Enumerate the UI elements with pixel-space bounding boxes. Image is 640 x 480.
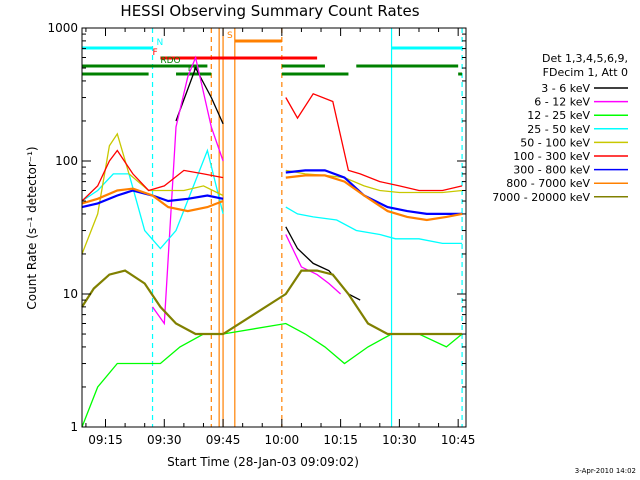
legend-header-line-2: FDecim 1, Att 0: [543, 66, 628, 79]
series-line-3: [285, 206, 463, 245]
flag-label-n: N: [156, 38, 163, 48]
legend-label: 300 - 800 keV: [513, 164, 590, 177]
chart-title: HESSI Observing Summary Count Rates: [120, 2, 419, 20]
legend-label: 100 - 300 keV: [513, 150, 590, 163]
series-line-5: [81, 149, 224, 202]
series-line-0: [175, 66, 224, 125]
series-line-7: [285, 174, 463, 222]
legend-label: 800 - 7000 keV: [506, 177, 590, 190]
legend-label: 3 - 6 keV: [541, 82, 590, 95]
x-tick-label: 10:30: [382, 433, 417, 447]
flag-label-fr: FR: [188, 64, 199, 74]
flag-label-f: F: [153, 48, 158, 58]
footer-date: 3-Apr-2010 14:02: [575, 467, 636, 475]
series-line-4: [81, 132, 224, 255]
series-line-6: [285, 169, 463, 215]
flag-label-rdo: RDO: [160, 56, 180, 66]
legend-header-line-1: Det 1,3,4,5,6,9,: [542, 52, 628, 65]
legend-label: 50 - 100 keV: [520, 136, 590, 149]
legend-label: 25 - 50 keV: [527, 123, 590, 136]
series-line-5: [285, 93, 463, 192]
series-line-3: [81, 148, 224, 250]
flag-label-s: S: [227, 31, 233, 41]
legend-label: 12 - 25 keV: [527, 109, 590, 122]
legend-label: 7000 - 20000 keV: [492, 191, 590, 204]
series-line-1: [285, 234, 342, 295]
x-tick-label: 09:15: [88, 433, 123, 447]
x-tick-label: 09:45: [206, 433, 241, 447]
x-tick-label: 10:00: [265, 433, 300, 447]
x-axis-label: Start Time (28-Jan-03 09:09:02): [167, 455, 359, 469]
legend: Det 1,3,4,5,6,9, FDecim 1, Att 0 3 - 6 k…: [492, 52, 628, 204]
plot-frame: [81, 27, 467, 428]
y-tick-label: 100: [55, 154, 78, 168]
series-line-7: [81, 187, 224, 213]
y-axis-label: Count Rate (s⁻¹ detector⁻¹): [25, 146, 39, 309]
x-tick-label: 09:30: [147, 433, 182, 447]
x-tick-label: 10:15: [323, 433, 358, 447]
x-tick-label: 10:45: [441, 433, 476, 447]
y-tick-label: 1000: [47, 21, 78, 35]
y-tick-label: 10: [63, 287, 78, 301]
series-line-1: [151, 55, 224, 326]
y-tick-label: 1: [70, 420, 78, 434]
legend-label: 6 - 12 keV: [534, 96, 590, 109]
series-line-8: [81, 269, 463, 336]
